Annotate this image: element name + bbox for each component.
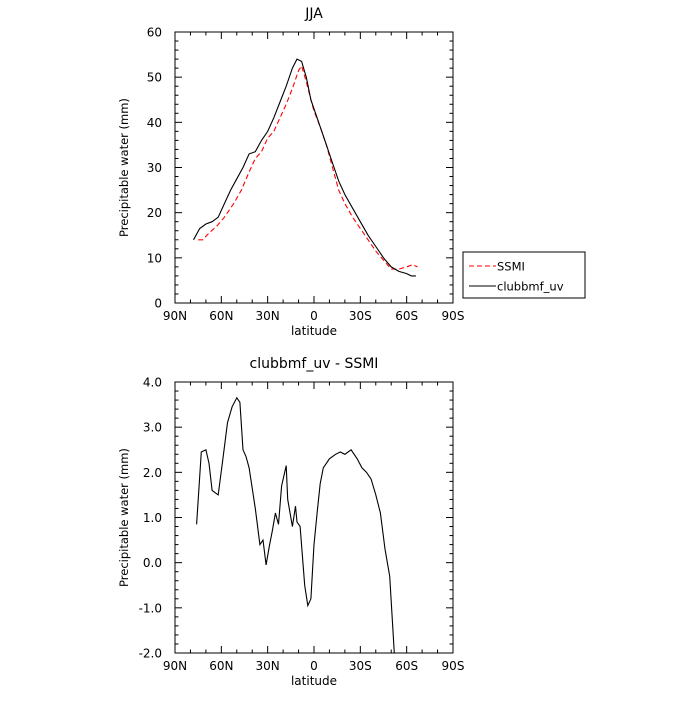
top-x-tick-label: 30N: [256, 309, 280, 323]
top-y-tick-label: 0: [154, 297, 162, 311]
bottom-x-tick-label: 30S: [349, 659, 372, 673]
bottom-chart-title: clubbmf_uv - SSMI: [250, 356, 379, 372]
top-chart-panel: JJA 90N 60N 30N 0 30S 60S 90S 0 10 20 30 40 50 60 latit…: [117, 6, 586, 338]
top-x-tick-label: 60S: [395, 309, 418, 323]
legend-label: SSMI: [497, 260, 525, 274]
top-ssmi-series-line: [198, 64, 418, 270]
top-x-tick-label: 30S: [349, 309, 372, 323]
bottom-x-tick-label: 90S: [442, 659, 465, 673]
top-chart-title: JJA: [304, 6, 323, 22]
top-x-tick-label: 60N: [209, 309, 233, 323]
bottom-y-tick-label: -1.0: [139, 601, 162, 615]
top-y-axis-label: Precipitable water (mm): [117, 98, 131, 237]
top-y-tick-label: 10: [147, 251, 162, 265]
bottom-x-tick-label: 30N: [256, 659, 280, 673]
bottom-y-axis-label: Precipitable water (mm): [117, 448, 131, 587]
top-plot-frame: [174, 31, 454, 304]
bottom-plot-frame: [174, 381, 454, 654]
top-clubbmf-uv-series-line: [193, 58, 416, 277]
bottom-x-tick-label: 60N: [209, 659, 233, 673]
top-y-tick-label: 40: [147, 116, 162, 130]
bottom-y-tick-label: 3.0: [143, 421, 162, 435]
top-y-tick-label: 60: [147, 26, 162, 40]
top-y-tick-label: 50: [147, 71, 162, 85]
bottom-y-tick-label: -2.0: [139, 647, 162, 661]
bottom-x-tick-label: 0: [310, 659, 318, 673]
top-x-tick-label: 90S: [442, 309, 465, 323]
top-y-tick-label: 20: [147, 206, 162, 220]
top-x-axis-label: latitude: [291, 324, 337, 338]
bottom-y-tick-label: 1.0: [143, 511, 162, 525]
bottom-y-tick-label: 0.0: [143, 556, 162, 570]
bottom-difference-series-line: [196, 396, 415, 653]
legend-box: [462, 251, 586, 299]
bottom-chart-panel: clubbmf_uv - SSMI 90N 60N 30N 0 30S 60S 90S -2.0…: [117, 356, 464, 688]
bottom-x-tick-label: 60S: [395, 659, 418, 673]
bottom-x-tick-label: 90N: [163, 659, 187, 673]
legend-label: clubbmf_uv: [497, 280, 564, 294]
top-x-tick-label: 0: [310, 309, 318, 323]
bottom-x-axis-label: latitude: [291, 674, 337, 688]
top-y-tick-label: 30: [147, 161, 162, 175]
bottom-y-tick-label: 2.0: [143, 466, 162, 480]
top-x-tick-label: 90N: [163, 309, 187, 323]
legend: SSMI clubbmf_uv: [462, 251, 586, 299]
bottom-y-tick-label: 4.0: [143, 376, 162, 390]
